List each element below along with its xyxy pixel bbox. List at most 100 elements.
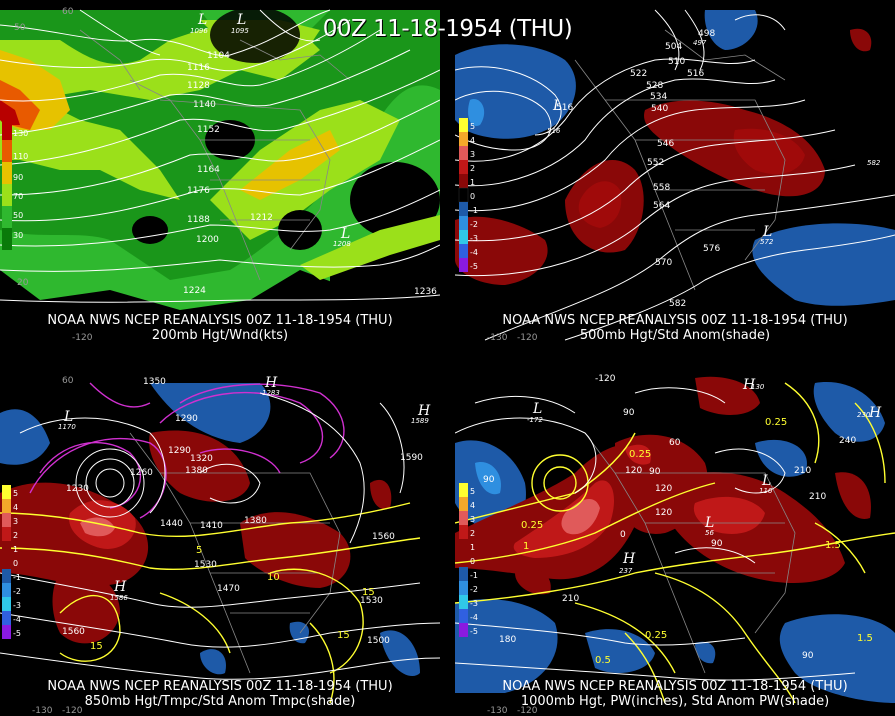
- low-value: 572: [760, 238, 774, 246]
- contour-label: 210: [794, 466, 811, 476]
- pw-label: 0.5: [595, 655, 611, 666]
- contour-label: 1440: [160, 519, 183, 529]
- pw-label: 0.25: [521, 520, 543, 531]
- contour-label: 210: [809, 492, 826, 502]
- high-marker: H: [264, 375, 278, 391]
- contour-label: 522: [630, 69, 647, 79]
- contour-label: 1164: [197, 165, 220, 175]
- legend-label: -1: [470, 206, 478, 215]
- legend-label: -1: [13, 573, 21, 582]
- legend-label: 2: [13, 531, 18, 540]
- legend-label: 90: [13, 173, 23, 182]
- low-value: 497: [693, 39, 707, 47]
- legend-label: 2: [470, 529, 475, 538]
- pw-label: 0.25: [629, 449, 651, 460]
- low-value: 516: [547, 127, 561, 135]
- legend-label: 70: [13, 192, 23, 201]
- contour-label: 1128: [187, 81, 210, 91]
- map-200mb: 130 110 90 70 50 30 1104 1116 1128 1140 …: [0, 0, 440, 343]
- contour-label: 0: [620, 530, 626, 540]
- contour-label: 516: [556, 103, 573, 113]
- legend-label: 30: [13, 231, 23, 240]
- contour-label: 1188: [187, 215, 210, 225]
- temp-label: 5: [196, 545, 202, 556]
- high-value: 1283: [262, 389, 280, 397]
- caption-line2: 200mb Hgt/Wnd(kts): [151, 328, 289, 343]
- low-marker: L: [63, 409, 73, 425]
- high-marker: H: [417, 403, 431, 419]
- caption-line2: 1000mb Hgt, PW(inches), Std Anom PW(shad…: [520, 694, 830, 709]
- high-marker: H: [868, 405, 882, 421]
- caption-line1: NOAA NWS NCEP REANALYSIS 00Z 11-18-1954 …: [47, 679, 393, 694]
- contour-label: 1260: [130, 468, 153, 478]
- contour-label: 510: [668, 57, 685, 67]
- legend-label: 1: [13, 545, 18, 554]
- low-marker: L: [532, 401, 542, 417]
- low-marker: L: [704, 515, 714, 531]
- axis-label: 60: [62, 376, 74, 386]
- caption-line2: 500mb Hgt/Std Anom(shade): [579, 328, 771, 343]
- caption-850mb: NOAA NWS NCEP REANALYSIS 00Z 11-18-1954 …: [0, 679, 440, 709]
- contour-label: 1560: [62, 627, 85, 637]
- legend-1000mb: 5 4 3 2 1 0 -1 -2 -3 -4 -5: [459, 483, 478, 637]
- high-marker: H: [622, 551, 636, 567]
- axis-label: -120: [517, 333, 538, 343]
- caption-1000mb: NOAA NWS NCEP REANALYSIS 00Z 11-18-1954 …: [455, 679, 895, 709]
- legend-label: 0: [470, 192, 475, 201]
- contour-label: 1380: [244, 516, 267, 526]
- legend-label: 50: [13, 211, 23, 220]
- contour-label: 498: [698, 29, 715, 39]
- pw-label: 0.25: [645, 630, 667, 641]
- axis-label: -120: [72, 333, 93, 343]
- high-value: 130: [751, 383, 765, 391]
- contour-label: 90: [711, 539, 723, 549]
- map-500mb: 5 4 3 2 1 0 -1 -2 -3 -4 -5 498 504 510 5…: [455, 0, 895, 343]
- contour-label: 1200: [196, 235, 219, 245]
- contour-label: 1152: [197, 125, 220, 135]
- map-850mb: 1350 1290 1230 1260 1290 1320 1380 1410 …: [0, 373, 440, 716]
- legend-label: 4: [13, 503, 18, 512]
- contour-label: 1560: [372, 532, 395, 542]
- contour-label: 90: [483, 475, 495, 485]
- main-title: 00Z 11-18-1954 (THU): [322, 16, 573, 42]
- contour-label: 552: [647, 158, 664, 168]
- contour-label: 1290: [168, 446, 191, 456]
- contour-label: 1530: [194, 560, 217, 570]
- legend-label: -3: [470, 599, 478, 608]
- contour-label: 240: [839, 436, 856, 446]
- high-value: 237: [619, 567, 633, 575]
- legend-850mb: 5 4 3 2 1 0 -1 -2 -3 -4 -5: [2, 485, 21, 639]
- low-value: 116: [759, 487, 773, 495]
- contour-label: 1350: [143, 377, 166, 387]
- legend-200mb: 130 110 90 70 50 30: [2, 118, 28, 250]
- contour-label: 1530: [360, 596, 383, 606]
- legend-label: -1: [470, 571, 478, 580]
- contour-label: 1236: [414, 287, 437, 297]
- panel-850mb: 1350 1290 1230 1260 1290 1320 1380 1410 …: [0, 373, 440, 716]
- caption-500mb: NOAA NWS NCEP REANALYSIS 00Z 11-18-1954 …: [455, 313, 895, 343]
- legend-label: 4: [470, 501, 475, 510]
- legend-label: 0: [470, 557, 475, 566]
- contour-label: 546: [657, 139, 674, 149]
- low-marker: L: [197, 12, 207, 28]
- contour-label: 90: [623, 408, 635, 418]
- contour-label: 1176: [187, 186, 210, 196]
- legend-500mb: 5 4 3 2 1 0 -1 -2 -3 -4 -5: [458, 118, 478, 272]
- high-value: 1589: [411, 417, 429, 425]
- panel-1000mb: -120 60 90 90 90 120 120 120 90 210 210 …: [455, 373, 895, 716]
- contour-label: 1104: [207, 51, 230, 61]
- contour-label: 582: [669, 299, 686, 309]
- high-marker: H: [742, 377, 756, 393]
- legend-label: 110: [13, 152, 28, 161]
- axis-label: -120: [62, 706, 83, 716]
- low-value: 1170: [58, 423, 76, 431]
- legend-label: 5: [470, 487, 475, 496]
- temp-label: 15: [337, 630, 350, 641]
- axis-label: -120: [517, 706, 538, 716]
- axis-label: 50: [14, 23, 26, 33]
- low-value: 582: [867, 159, 881, 167]
- contour-label: 1230: [66, 484, 89, 494]
- legend-label: -4: [13, 615, 21, 624]
- contour-label: 60: [669, 438, 681, 448]
- low-marker: L: [552, 98, 562, 114]
